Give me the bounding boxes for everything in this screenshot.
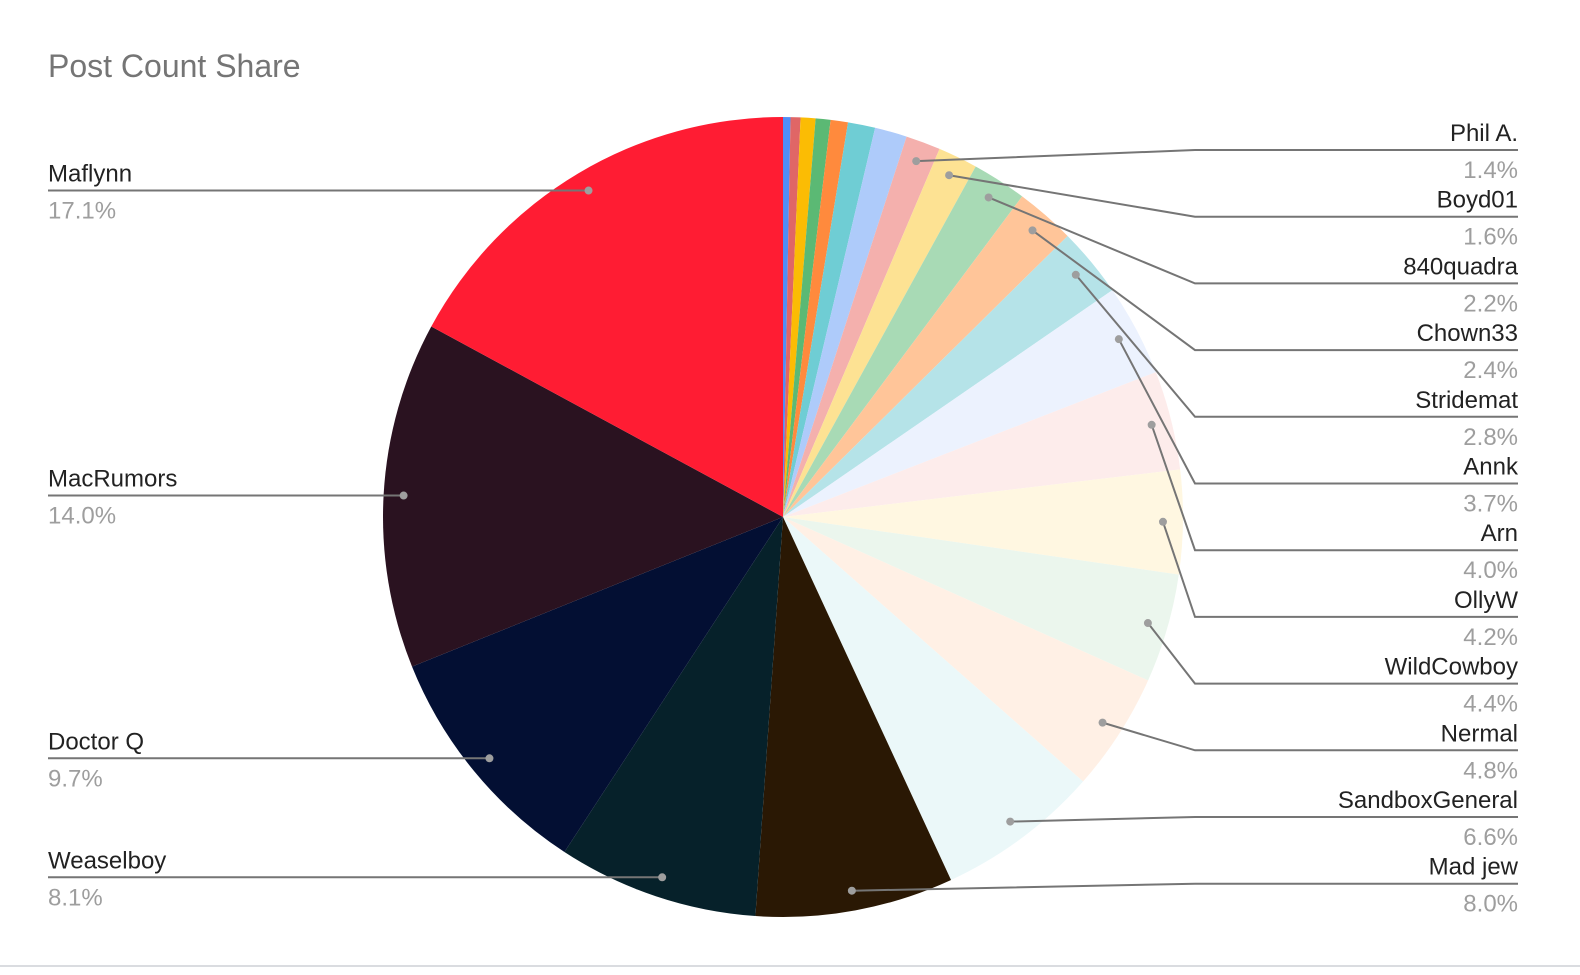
slice-value: 4.8% (1463, 757, 1518, 784)
pie-slice (783, 517, 1149, 782)
slice-value: 1.4% (1463, 157, 1518, 184)
pie-slice (755, 517, 952, 917)
slice-value: 8.0% (1463, 891, 1518, 918)
leader-line (1147, 622, 1518, 685)
pie-slice (783, 235, 1113, 518)
leader-line (988, 196, 1518, 285)
leader-dot (1071, 270, 1080, 279)
slice-label: Boyd01 (1437, 187, 1518, 214)
slice-value: 4.2% (1463, 624, 1518, 651)
pie-slice (783, 290, 1156, 517)
slice-value: 2.8% (1463, 424, 1518, 451)
leader-dot (658, 873, 667, 882)
leader-dot (584, 186, 593, 195)
pie-slice (783, 117, 816, 517)
slice-value: 3.7% (1463, 491, 1518, 518)
slice-label: Arn (1481, 520, 1518, 547)
pie-slice (783, 196, 1068, 517)
slice-value: 1.6% (1463, 224, 1518, 251)
slice-label: Stridemat (1415, 387, 1518, 414)
slice-label: Maflynn (48, 161, 132, 188)
pie-slice (783, 122, 876, 517)
leader-dot (1098, 718, 1107, 727)
pie-slice (783, 136, 940, 517)
leader-line (1117, 338, 1518, 485)
slice-value: 9.7% (48, 765, 103, 792)
slice-label: Mad jew (1429, 854, 1519, 881)
slice-label: WildCowboy (1385, 654, 1518, 681)
pie-slice (564, 517, 783, 917)
leader-line (1031, 229, 1518, 352)
leader-dot (945, 171, 954, 180)
slice-label: Phil A. (1450, 120, 1518, 147)
leader-line (1010, 816, 1518, 823)
slice-value: 8.1% (48, 884, 103, 911)
pie-slice (383, 326, 783, 667)
pie-slice (783, 517, 1084, 880)
leader-dot (1143, 619, 1152, 628)
chart-title: Post Count Share (48, 48, 301, 84)
slice-label: Doctor Q (48, 728, 144, 755)
slice-value: 2.4% (1463, 357, 1518, 384)
leader-dot (1114, 335, 1123, 344)
slice-label: 840quadra (1403, 253, 1518, 280)
pie-slice (783, 166, 1023, 517)
pie-slice (412, 517, 783, 853)
pie-slice (783, 118, 831, 518)
leader-dot (485, 754, 494, 763)
pie-slice (431, 116, 783, 517)
pie-slice (783, 127, 907, 518)
slice-label: Chown33 (1417, 320, 1518, 347)
leader-dot (847, 886, 856, 895)
slice-value: 6.6% (1463, 824, 1518, 851)
slice-label: Weaselboy (48, 847, 166, 874)
leader-line (1150, 424, 1518, 552)
leader-dot (984, 193, 993, 202)
leader-dot (1028, 226, 1037, 235)
pie-slice (783, 148, 976, 517)
leader-dot (1006, 817, 1015, 826)
pie-slice (783, 469, 1184, 575)
pie-slice (783, 117, 801, 518)
slice-value: 17.1% (48, 198, 116, 225)
slice-label: SandboxGeneral (1338, 787, 1518, 814)
leader-dot (1158, 517, 1167, 526)
pie-slice (783, 372, 1181, 517)
leader-line (1162, 521, 1518, 618)
slice-label: OllyW (1454, 587, 1518, 614)
leader-line (1102, 721, 1518, 752)
pie-slice (783, 119, 849, 517)
leader-dot (1147, 420, 1156, 429)
slice-label: Nermal (1441, 720, 1518, 747)
slice-value: 4.4% (1463, 691, 1518, 718)
leader-dot (912, 157, 921, 166)
leader-line (916, 149, 1518, 163)
pie-slice (783, 117, 791, 517)
slice-value: 14.0% (48, 503, 116, 530)
leader-line (948, 174, 1518, 218)
leader-dot (399, 491, 408, 500)
pie-slice (783, 517, 1179, 681)
leader-line (1075, 274, 1518, 418)
slice-value: 2.2% (1463, 290, 1518, 317)
slice-label: Annk (1463, 454, 1519, 481)
leader-line (851, 882, 1518, 892)
slice-label: MacRumors (48, 466, 177, 493)
slice-value: 4.0% (1463, 557, 1518, 584)
